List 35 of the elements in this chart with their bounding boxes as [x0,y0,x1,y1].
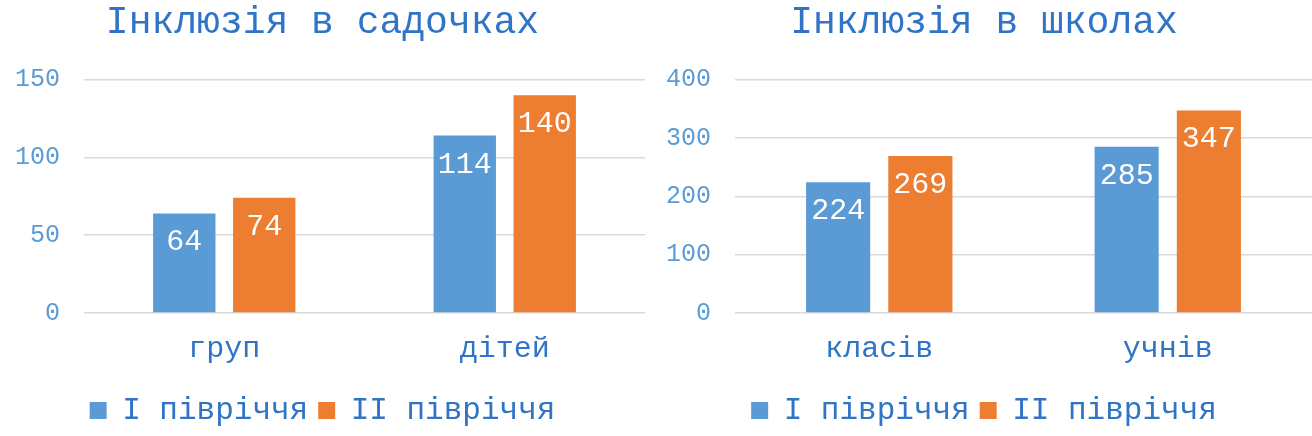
x-tick-label: учнів [1122,331,1213,366]
y-tick-label: 50 [29,220,60,250]
x-tick-label: дітей [459,331,550,366]
data-label: 347 [1181,122,1236,157]
legend-label: I півріччя [783,392,970,428]
bar [153,213,216,313]
y-tick-label: 200 [665,181,711,211]
bar [806,182,871,313]
chart-title: Інклюзія в школах [790,0,1178,44]
bar [233,197,296,313]
y-tick-label: 150 [14,65,60,95]
y-tick-label: 100 [665,240,711,270]
bar [1094,146,1159,313]
bar [888,156,953,313]
legend-label: I півріччя [122,392,309,428]
data-label: 140 [517,107,572,142]
data-label: 74 [246,209,283,244]
x-tick-label: класів [825,331,934,366]
data-label: 269 [893,167,948,202]
y-tick-label: 100 [14,143,60,173]
bar [433,135,496,313]
data-label: 224 [811,194,866,229]
bar [1176,110,1241,313]
data-label: 64 [166,225,203,260]
y-tick-label: 300 [665,123,711,153]
y-tick-label: 400 [665,65,711,95]
x-tick-label: груп [188,331,261,366]
chart-title: Інклюзія в садочках [105,0,540,44]
data-label: 285 [1099,158,1154,193]
y-tick-label: 0 [695,298,711,328]
legend-label: II півріччя [1012,392,1217,428]
data-label: 114 [437,147,492,182]
y-tick-label: 0 [44,298,60,328]
legend-label: II півріччя [350,392,556,428]
bar [513,95,576,313]
